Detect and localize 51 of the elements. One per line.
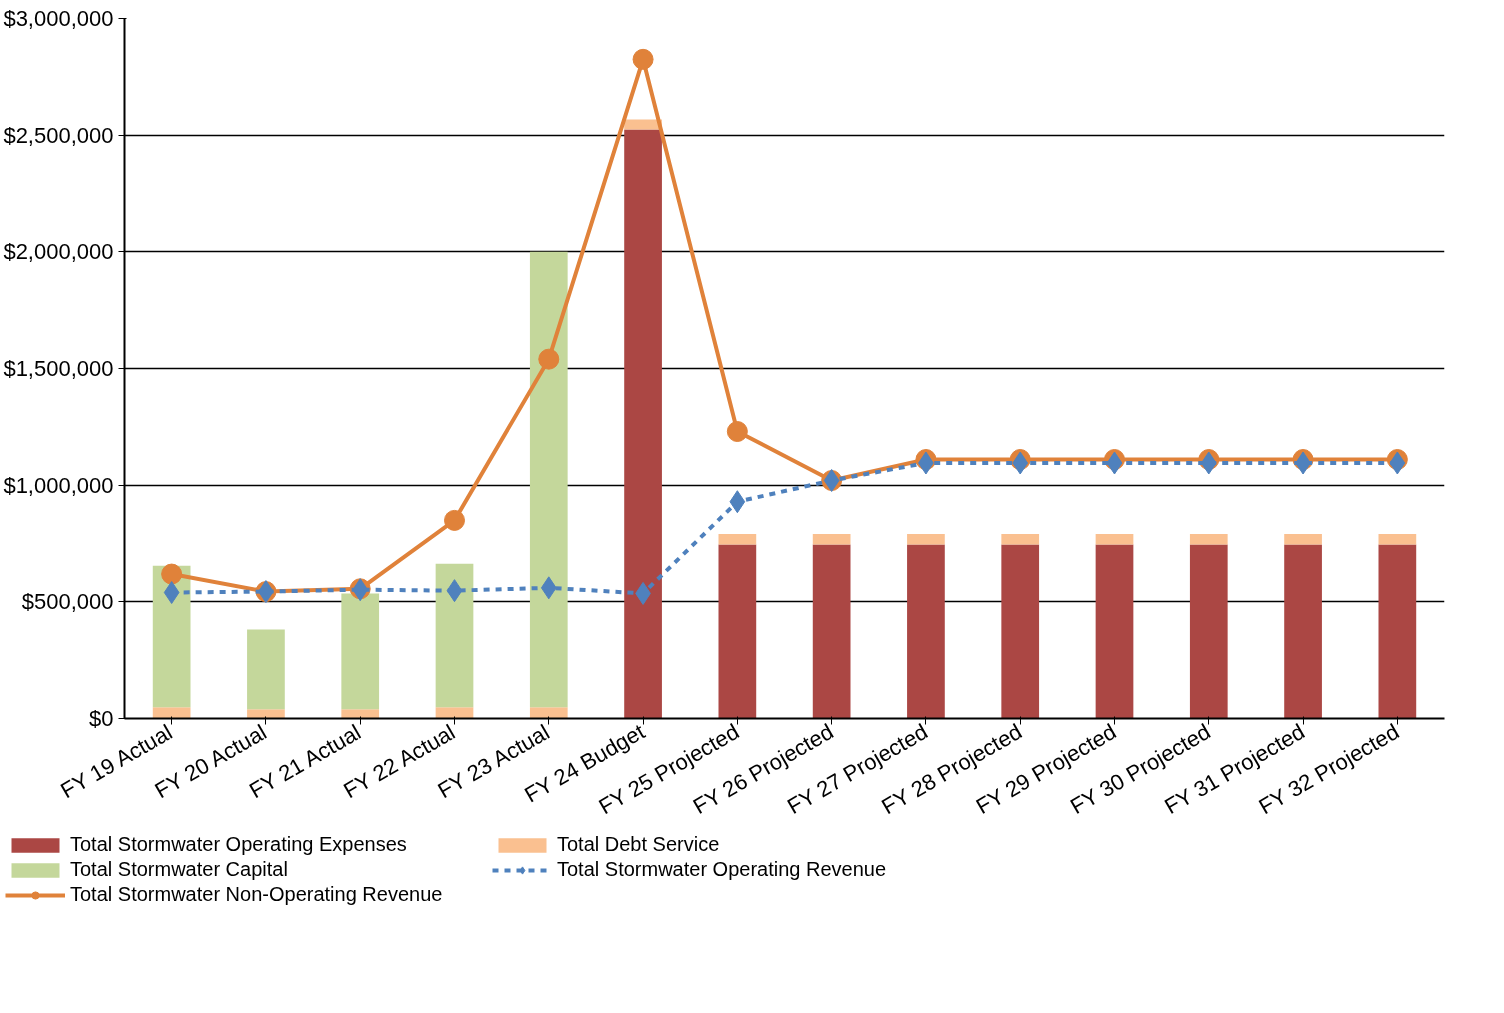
bar [1378,533,1417,545]
bar [247,629,285,710]
point [1106,451,1123,475]
bar [1284,533,1322,545]
bar [907,533,945,545]
y-tick-label: $2,500,000 [3,122,114,148]
bar [341,593,380,710]
bar [624,129,662,719]
point [444,509,465,531]
point [1389,451,1406,475]
point [1012,451,1029,475]
point [726,421,748,442]
bar [1378,544,1417,719]
legend-label: Total Debt Service [557,833,721,856]
point [446,579,463,603]
y-tick-label: $3,000,000 [3,6,114,31]
point [632,48,654,70]
legend-label: Total Stormwater Operating Expenses [70,833,408,856]
y-tick-label: $1,500,000 [3,356,114,381]
point [161,563,183,585]
bar [529,707,568,719]
bar [1001,544,1040,719]
bar [1095,544,1134,719]
bar [152,707,191,719]
bar [1189,544,1228,719]
bar [1284,544,1322,719]
y-tick-label: $0 [89,706,114,731]
bar [529,251,568,708]
bar [1001,533,1040,545]
bar [1095,533,1134,545]
bar [907,544,945,719]
legend-label: Total Stormwater Capital [70,858,289,881]
point [540,576,557,600]
bar [812,544,851,719]
point [538,348,560,370]
bar [812,533,851,545]
bar [1189,533,1228,545]
point [729,490,746,514]
legend-label: Total Stormwater Operating Revenue [557,858,888,881]
y-tick-label: $2,000,000 [3,239,114,265]
y-tick-label: $1,000,000 [3,472,114,498]
point [1200,451,1217,475]
bar [435,707,474,719]
legend-label: Total Stormwater Non-Operating Revenue [70,883,444,906]
bar [247,709,285,719]
bar [718,533,757,545]
y-tick-label: $500,000 [21,589,114,615]
bar [435,563,474,708]
point [163,581,180,604]
bar [341,709,380,719]
bar [718,544,757,719]
